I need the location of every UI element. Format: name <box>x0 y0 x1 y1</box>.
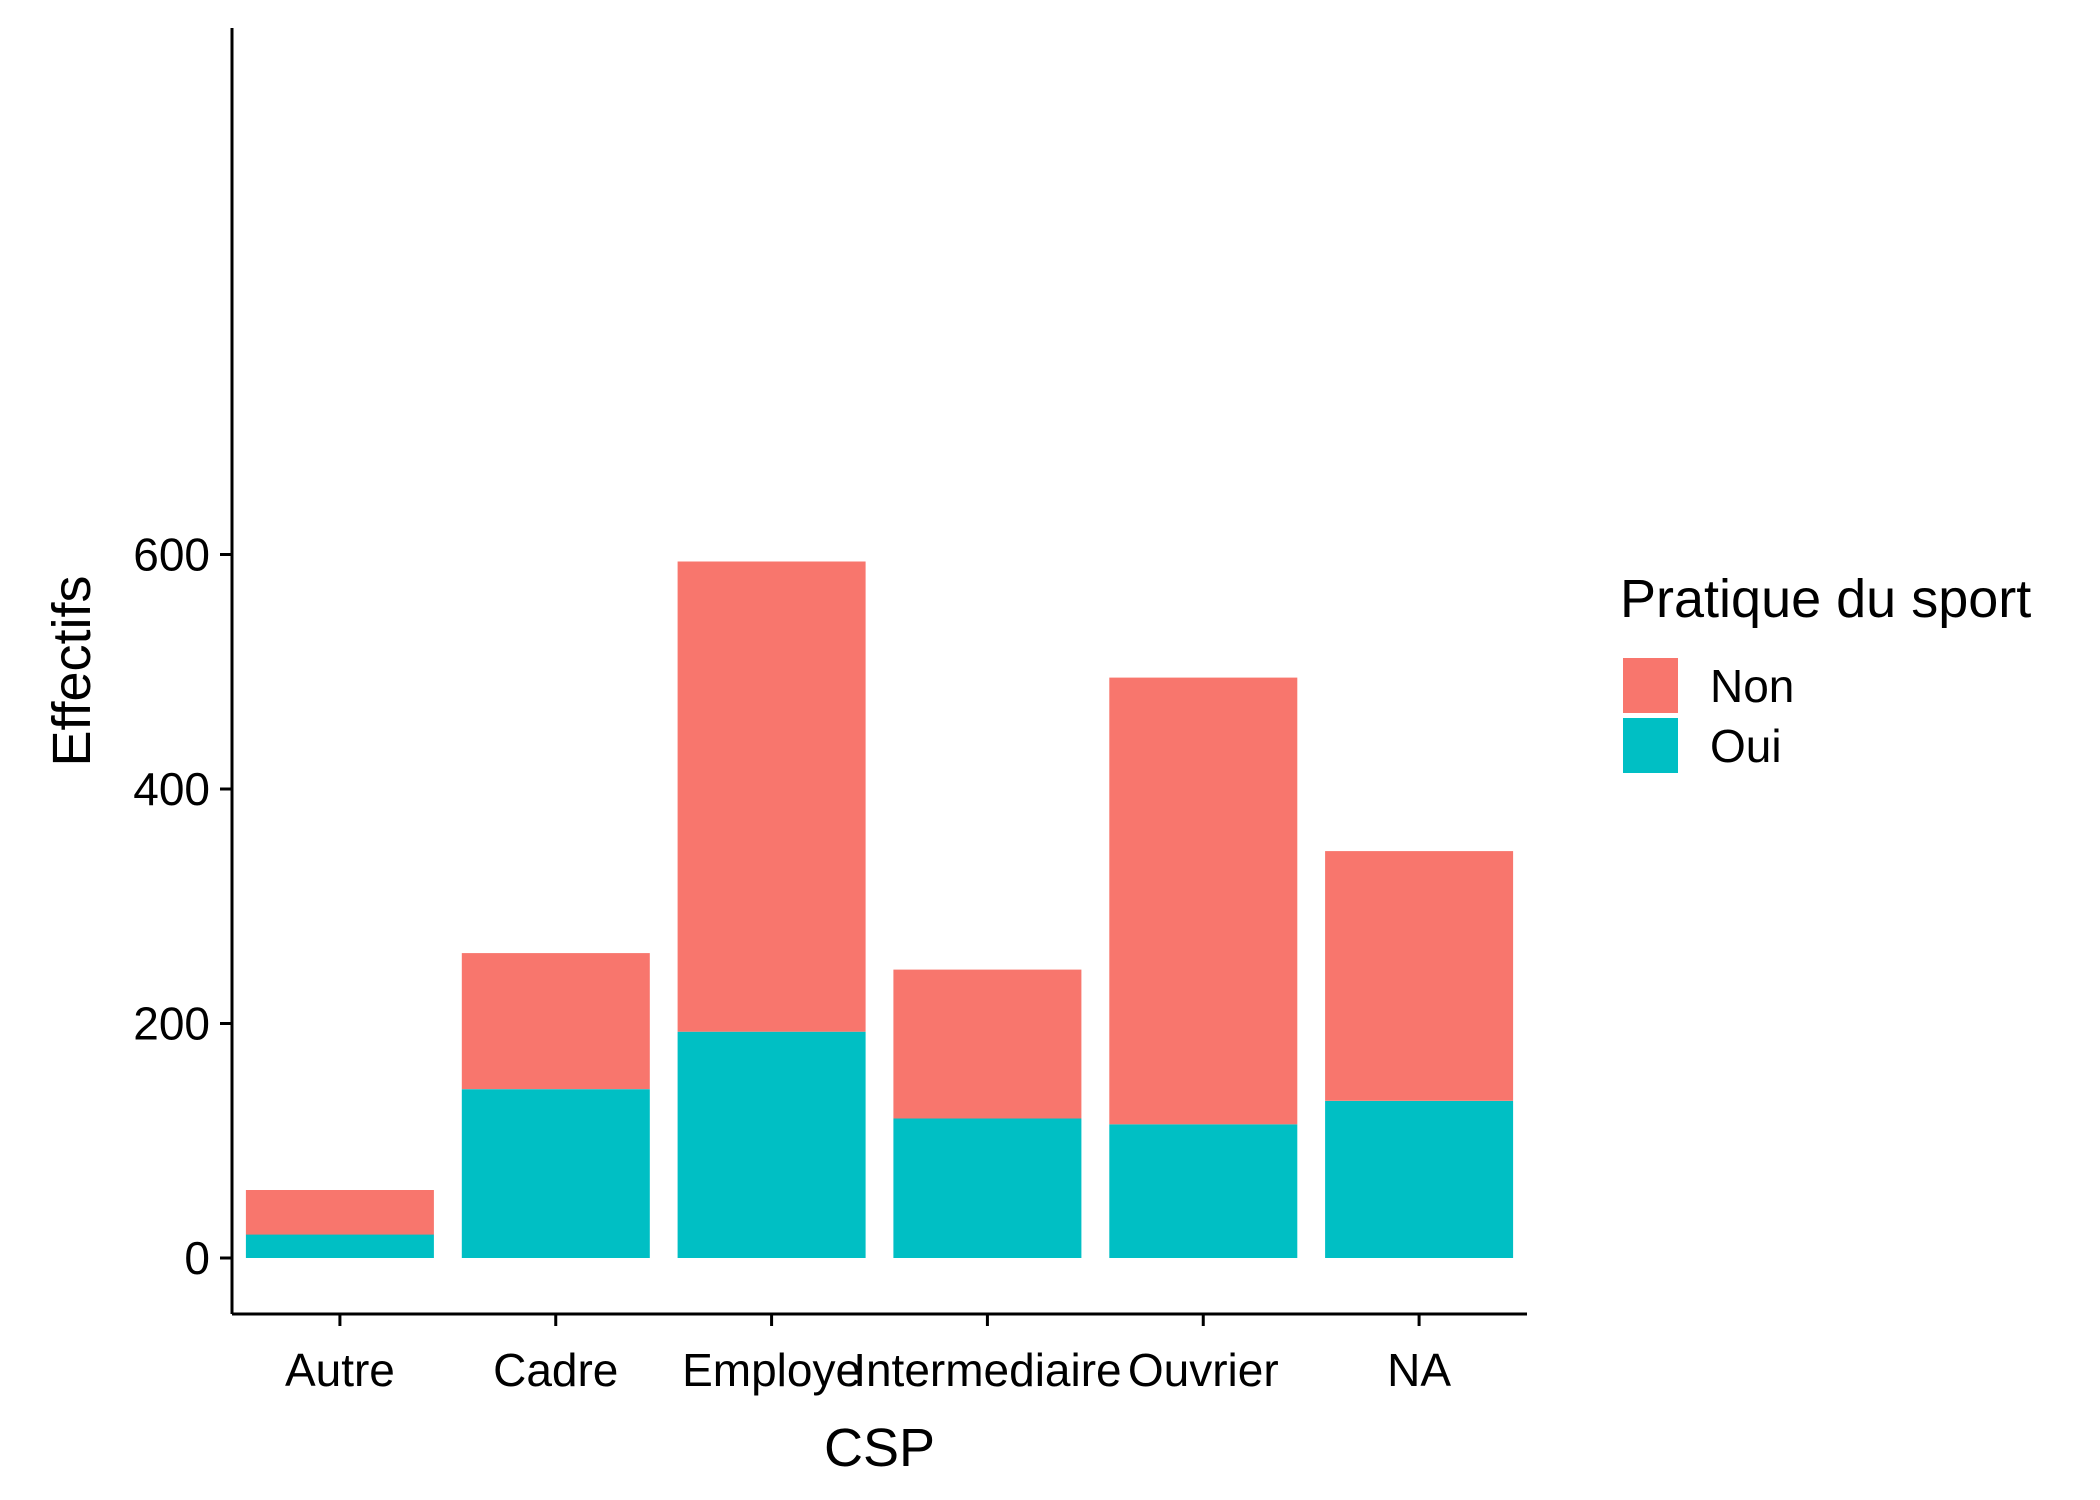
legend-entries: Non Oui <box>1623 658 1794 773</box>
y-tick-label: 200 <box>133 998 210 1050</box>
x-tick-label: NA <box>1387 1344 1451 1396</box>
y-tick-label: 600 <box>133 529 210 581</box>
bar-intermediaire-oui <box>893 1118 1082 1258</box>
bar-employe-non <box>677 561 866 1032</box>
bar-cadre-oui <box>461 1089 650 1258</box>
bar-na-non <box>1325 851 1514 1101</box>
y-tick-label: 400 <box>133 763 210 815</box>
y-ticks: 0 200 400 600 <box>133 529 232 1284</box>
x-tick-label: Ouvrier <box>1128 1344 1279 1396</box>
legend-label-oui: Oui <box>1710 720 1782 772</box>
legend-title: Pratique du sport <box>1620 569 2031 629</box>
bar-ouvrier-non <box>1109 677 1298 1125</box>
x-axis-title: CSP <box>824 1418 935 1478</box>
bar-autre-oui <box>245 1234 434 1258</box>
bars-layer <box>245 561 1514 1258</box>
bar-na-oui <box>1325 1100 1514 1258</box>
x-tick-label: Employe <box>682 1344 861 1396</box>
legend-swatch-non <box>1623 658 1678 713</box>
y-tick-label: 0 <box>184 1232 210 1284</box>
bar-ouvrier-oui <box>1109 1124 1298 1258</box>
x-tick-label: Autre <box>285 1344 395 1396</box>
legend: Pratique du sport Non Oui <box>1620 569 2031 773</box>
y-axis-title: Effectifs <box>42 575 102 766</box>
bar-cadre-non <box>461 953 650 1090</box>
bar-employe-oui <box>677 1031 866 1258</box>
x-tick-label: Intermediaire <box>853 1344 1121 1396</box>
x-tick-label: Cadre <box>493 1344 618 1396</box>
axes-layer <box>230 28 1527 1316</box>
bar-autre-non <box>245 1190 434 1235</box>
legend-swatch-oui <box>1623 718 1678 773</box>
legend-label-non: Non <box>1710 660 1794 712</box>
bar-intermediaire-non <box>893 969 1082 1119</box>
